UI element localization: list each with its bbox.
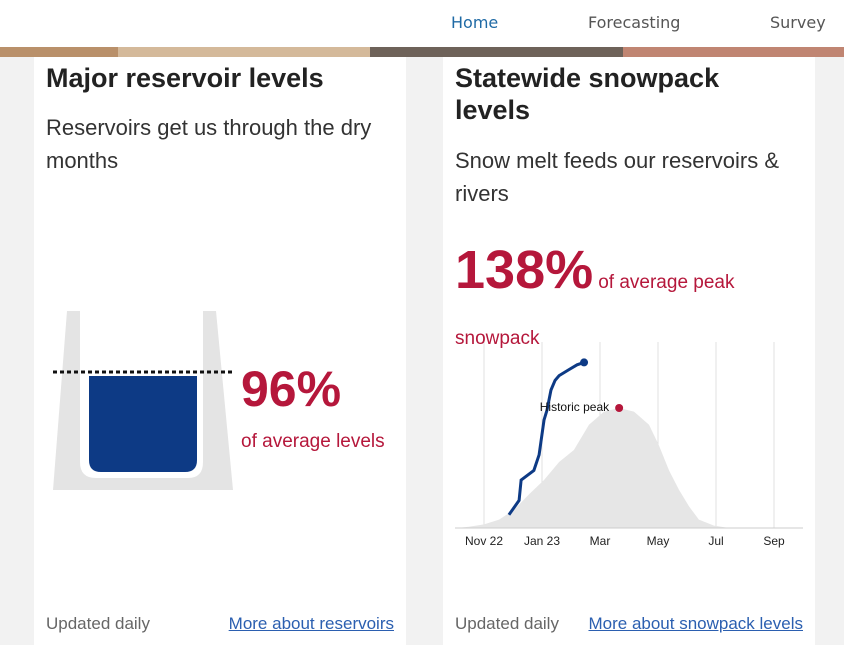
- color-strip: [118, 47, 370, 57]
- reservoir-subtitle: Reservoirs get us through the dry months: [46, 115, 372, 173]
- snowpack-subtitle: Snow melt feeds our reservoirs & rivers: [455, 148, 780, 206]
- snowpack-card: [443, 57, 815, 645]
- reservoir-footer: Updated daily: [46, 614, 150, 633]
- x-tick-label: Nov 22: [465, 534, 503, 548]
- color-strip: [370, 47, 623, 57]
- color-strip: [623, 47, 844, 57]
- peak-dot: [615, 404, 624, 412]
- x-tick-label: May: [647, 534, 670, 548]
- reservoir-title: Major reservoir levels: [46, 63, 324, 93]
- nav-forecasting[interactable]: Forecasting: [588, 13, 681, 32]
- reservoir-caption: of average levels: [241, 431, 385, 452]
- snowpack-footer: Updated daily: [455, 614, 559, 633]
- snowpack-caption: of average peak snowpack: [455, 272, 735, 349]
- reservoir-fill: [89, 376, 197, 472]
- snowpack-title: Statewide snowpack levels: [455, 63, 720, 125]
- reservoir-value: 96%: [241, 361, 342, 417]
- snowpack-value: 138%: [455, 240, 594, 300]
- x-tick-label: Sep: [763, 534, 785, 548]
- x-tick-label: Jul: [708, 534, 723, 548]
- snowpack-stat: 138% of average peak snowpack: [455, 242, 775, 367]
- nav-home[interactable]: Home: [451, 13, 499, 32]
- line-end-dot: [580, 358, 589, 367]
- snowpack-link[interactable]: More about snowpack levels: [588, 614, 803, 633]
- x-tick-label: Mar: [590, 534, 611, 548]
- peak-label: Historic peak: [540, 400, 610, 414]
- x-tick-label: Jan 23: [524, 534, 560, 548]
- line: [507, 360, 585, 516]
- reservoir-link[interactable]: More about reservoirs: [228, 614, 394, 633]
- nav-survey[interactable]: Survey: [770, 13, 826, 32]
- color-strip: [0, 47, 118, 57]
- area: [457, 408, 730, 528]
- nav-bar: Home Forecasting Survey: [0, 0, 844, 47]
